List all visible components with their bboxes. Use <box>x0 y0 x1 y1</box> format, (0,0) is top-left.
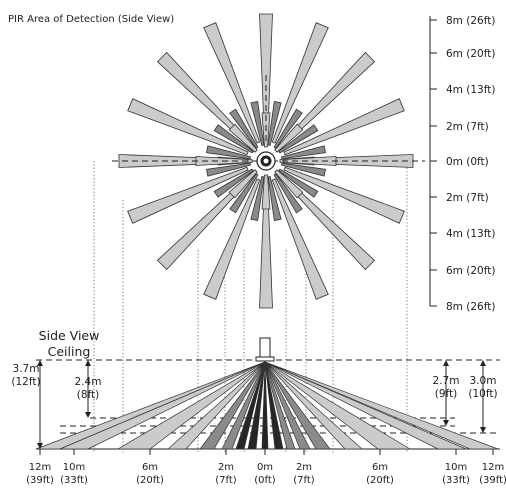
side-beam <box>264 361 467 450</box>
bottom-label-ft: (7ft) <box>293 475 315 486</box>
detection-petal <box>127 166 249 224</box>
side-beam <box>264 361 284 450</box>
side-beam <box>167 361 266 450</box>
detection-petal <box>274 169 304 199</box>
detection-petal <box>267 176 282 221</box>
height-27: 2.7m (9ft) <box>433 375 460 400</box>
bottom-label-ft: (7ft) <box>215 475 237 486</box>
bottom-label-m: 12m <box>29 462 51 473</box>
side-beam <box>264 361 363 450</box>
scale-label: 2m (7ft) <box>446 121 489 133</box>
detection-petal <box>261 174 271 210</box>
bottom-label-ft: (20ft) <box>136 475 164 486</box>
bottom-label-m: 6m <box>372 462 388 473</box>
side-view-label: Side View <box>39 328 100 343</box>
bottom-label-ft: (0ft) <box>254 475 276 486</box>
detection-petal <box>203 178 261 300</box>
detection-petal <box>229 173 259 214</box>
side-beam <box>116 361 266 450</box>
side-beam <box>235 361 266 450</box>
bottom-label-ft: (39ft) <box>479 475 506 486</box>
scale-label: 6m (20ft) <box>446 265 495 277</box>
side-beam <box>264 361 499 450</box>
bottom-label-ft: (33ft) <box>60 475 88 486</box>
detection-petal <box>229 108 259 149</box>
arrow-30 <box>480 360 486 433</box>
bottom-label-m: 12m <box>482 462 504 473</box>
bottom-label-ft: (20ft) <box>366 475 394 486</box>
svg-text:(8ft): (8ft) <box>77 389 100 401</box>
detection-petal <box>271 22 329 144</box>
scale-label: 8m (26ft) <box>446 15 495 27</box>
height-24: 2.4m (8ft) <box>75 376 102 401</box>
scale-label: 0m (0ft) <box>446 156 489 168</box>
side-beam <box>247 361 266 450</box>
bottom-scale: 12m (39ft) 10m (33ft) 6m (20ft) 2m (7ft) 0m (0ft)… <box>26 449 506 486</box>
bottom-label-ft: (39ft) <box>26 475 54 486</box>
side-view: Side View Ceiling 3.7m (12ft) 2.4m (8ft)… <box>11 328 500 450</box>
detection-petal <box>273 173 303 214</box>
scale-label: 2m (7ft) <box>446 192 489 204</box>
svg-text:3.0m: 3.0m <box>470 375 497 387</box>
detection-petal <box>281 162 326 177</box>
arrow-27 <box>443 360 449 426</box>
svg-text:2.7m: 2.7m <box>433 375 460 387</box>
detection-petal <box>283 166 405 224</box>
arrow-24 <box>85 360 91 418</box>
side-beam <box>264 361 296 450</box>
detection-petal <box>127 98 249 156</box>
scale-label: 6m (20ft) <box>446 48 495 60</box>
detection-petal <box>250 101 265 146</box>
side-beam <box>264 361 412 450</box>
bottom-label-m: 10m <box>63 462 85 473</box>
sensor-top <box>256 151 276 171</box>
detection-star <box>118 13 414 309</box>
ceiling-label: Ceiling <box>48 344 91 359</box>
side-beam <box>264 361 311 450</box>
bottom-label-m: 2m <box>296 462 312 473</box>
arrow-37 <box>37 360 43 449</box>
side-beam <box>264 361 331 450</box>
detection-petal <box>250 176 265 221</box>
bottom-label-ft: (33ft) <box>442 475 470 486</box>
detection-petal <box>206 162 251 177</box>
height-37: 3.7m (12ft) <box>11 363 40 388</box>
scale-label: 8m (26ft) <box>446 301 495 313</box>
detection-petal <box>228 123 258 153</box>
detection-petal <box>206 145 251 160</box>
svg-text:2.4m: 2.4m <box>75 376 102 388</box>
bottom-label-m: 2m <box>218 462 234 473</box>
detection-petal <box>213 124 254 154</box>
svg-text:(9ft): (9ft) <box>435 388 458 400</box>
height-30: 3.0m (10ft) <box>468 375 497 400</box>
side-beam <box>221 361 266 450</box>
scale-label: 4m (13ft) <box>446 84 495 96</box>
scale-label: 4m (13ft) <box>446 228 495 240</box>
svg-text:(10ft): (10ft) <box>468 388 497 400</box>
bottom-label-m: 6m <box>142 462 158 473</box>
vertical-scale: 8m (26ft) 6m (20ft) 4m (13ft) 2m (7ft) 0m (0… <box>429 15 495 313</box>
sensor-side <box>255 337 275 362</box>
detection-petal <box>228 169 258 199</box>
side-beam <box>199 361 266 450</box>
bottom-label-m: 10m <box>445 462 467 473</box>
detection-petal <box>278 168 319 198</box>
detection-petal <box>273 108 303 149</box>
svg-text:3.7m: 3.7m <box>13 363 40 375</box>
detection-petal <box>274 123 304 153</box>
detection-petal <box>281 145 326 160</box>
detection-petal <box>267 101 282 146</box>
svg-text:(12ft): (12ft) <box>11 376 40 388</box>
detection-petal <box>271 178 329 300</box>
bottom-label-m: 0m <box>257 462 273 473</box>
detection-petal <box>213 168 254 198</box>
detection-petal <box>203 22 261 144</box>
detection-petal <box>278 124 319 154</box>
detection-petal <box>283 98 405 156</box>
diagram-title: PIR Area of Detection (Side View) <box>8 14 174 25</box>
